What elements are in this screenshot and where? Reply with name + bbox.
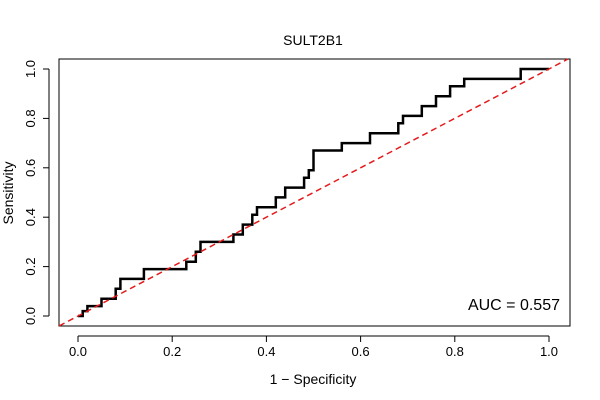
plot-frame: [58, 58, 571, 327]
y-tick-label: 0.8: [23, 109, 38, 127]
roc-curve: [78, 67, 549, 318]
x-tick-label: 1.0: [540, 344, 558, 359]
x-tick-label: 0.4: [257, 344, 275, 359]
y-tick-label: 0.2: [23, 258, 38, 276]
x-tick-label: 0.6: [352, 344, 370, 359]
y-tick-label: 0.6: [23, 159, 38, 177]
x-axis-label: 1 − Specificity: [270, 371, 357, 387]
x-tick-label: 0.8: [446, 344, 464, 359]
y-axis: 0.0 0.2 0.4 0.6 0.8 1.0: [23, 60, 50, 325]
series-layer: [58, 58, 569, 327]
x-tick-label: 0.2: [163, 344, 181, 359]
auc-annotation: AUC = 0.557: [468, 297, 560, 314]
x-tick-label: 0.0: [69, 344, 87, 359]
plot-area: [58, 58, 571, 327]
chance-diagonal-line: [58, 58, 569, 327]
y-tick-label: 0.4: [23, 208, 38, 226]
chart-title: SULT2B1: [283, 32, 343, 48]
y-axis-label: Sensitivity: [0, 161, 16, 224]
y-tick-label: 1.0: [23, 60, 38, 78]
y-tick-label: 0.0: [23, 307, 38, 325]
x-axis: 0.0 0.2 0.4 0.6 0.8 1.0: [69, 335, 558, 359]
